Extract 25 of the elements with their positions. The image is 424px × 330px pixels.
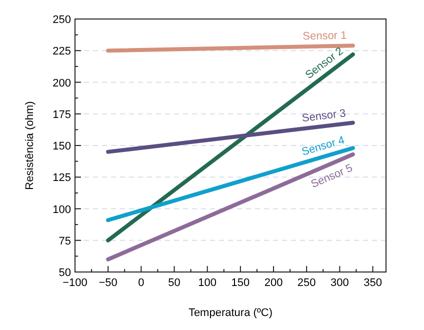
y-axis-title: Resistência (ohm) [24,101,36,190]
y-tick-label: 200 [52,77,71,90]
x-tick-label: 50 [168,277,180,289]
series-label: Sensor 1 [302,30,347,43]
y-tick-label: 75 [58,235,71,248]
y-tick-label: 250 [52,14,71,26]
y-tick-label: 100 [52,204,71,216]
x-tick-label: −50 [98,277,118,289]
text: Sensor 4 [300,134,346,158]
x-tick-label: 250 [297,277,316,289]
x-axis-title: Temperatura (ºC) [188,307,273,319]
x-tick-label: 0 [138,277,144,289]
x-tick-label: 350 [364,277,382,289]
y-tick-label: 50 [58,267,71,279]
x-tick-label: 200 [264,277,283,289]
y-tick-label: 175 [52,108,71,121]
y-tick-label: 150 [52,140,71,152]
text: Sensor 5 [309,162,354,191]
text: Sensor 3 [301,108,346,125]
y-tick-label: 225 [52,46,71,58]
x-tick-label: −100 [62,277,88,289]
x-tick-label: 100 [198,277,217,289]
x-tick-label: 150 [231,277,250,289]
x-tick-label: 300 [330,277,349,289]
y-tick-label: 125 [52,172,71,184]
